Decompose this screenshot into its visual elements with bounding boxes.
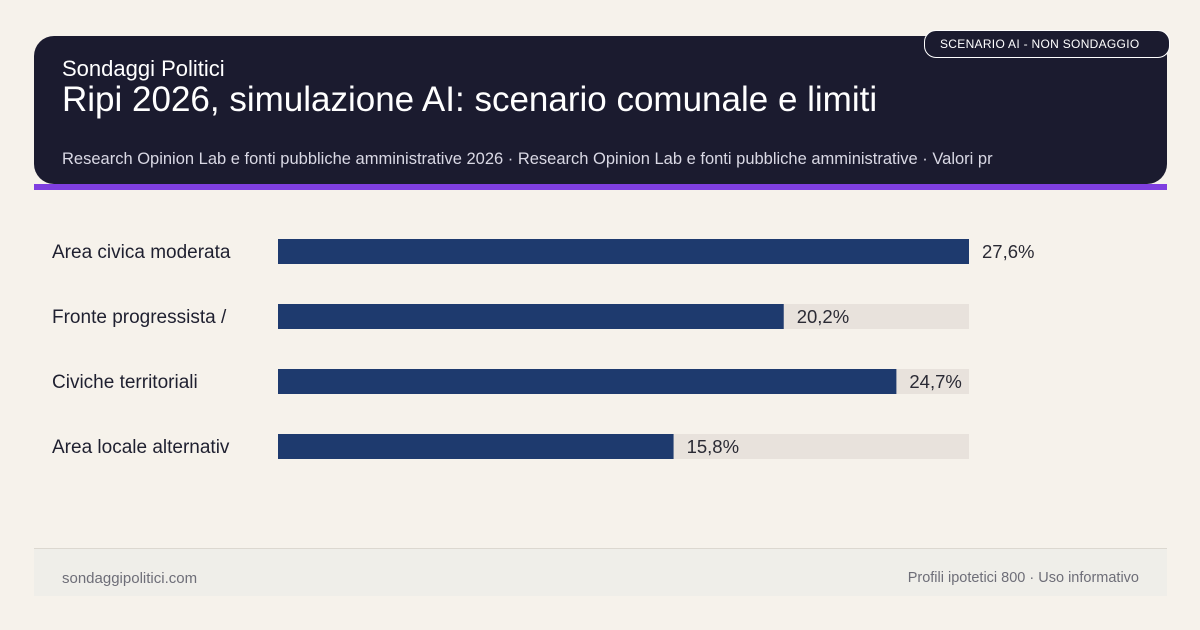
brand-name: Sondaggi Politici xyxy=(62,56,225,81)
footer-note: Profili ipotetici 800 · Uso informativo xyxy=(907,570,1139,586)
accent-divider xyxy=(34,184,1167,190)
footer-site: sondaggipolitici.com xyxy=(62,570,198,587)
footer-bar: sondaggipolitici.com Profili ipotetici 8… xyxy=(34,548,1167,596)
category-label: Area locale alternativ xyxy=(52,437,230,458)
bar xyxy=(278,369,897,394)
bar xyxy=(278,434,674,459)
header-panel: Sondaggi Politici Ripi 2026, simulazione… xyxy=(34,36,1167,184)
bar xyxy=(278,239,969,264)
chart-subtitle: Research Opinion Lab e fonti pubbliche a… xyxy=(62,150,993,168)
bar xyxy=(278,304,784,329)
value-label: 20,2% xyxy=(797,306,849,327)
category-label: Area civica moderata xyxy=(52,242,231,263)
value-label: 15,8% xyxy=(687,436,739,457)
chart-title: Ripi 2026, simulazione AI: scenario comu… xyxy=(62,80,878,119)
category-label: Civiche territoriali xyxy=(52,372,198,393)
value-label: 24,7% xyxy=(909,371,961,392)
category-label: Fronte progressista / xyxy=(52,307,227,328)
value-label: 27,6% xyxy=(982,241,1034,262)
scenario-badge: SCENARIO AI - NON SONDAGGIO xyxy=(924,30,1170,58)
